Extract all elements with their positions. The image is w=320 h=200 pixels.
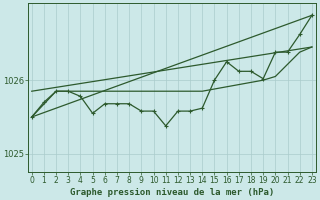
X-axis label: Graphe pression niveau de la mer (hPa): Graphe pression niveau de la mer (hPa) [70,188,274,197]
